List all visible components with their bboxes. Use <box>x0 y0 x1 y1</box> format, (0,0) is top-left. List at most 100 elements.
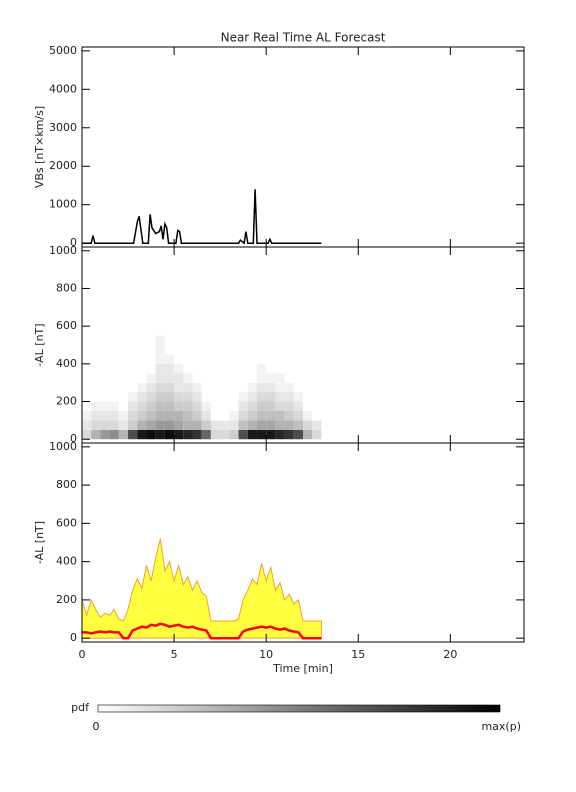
pdf-cell <box>109 382 119 393</box>
pdf-cell <box>164 429 175 440</box>
pdf-cell <box>82 429 92 440</box>
pdf-cell <box>91 354 101 364</box>
pdf-cell <box>155 410 165 421</box>
panel-frame <box>81 442 525 643</box>
pdf-cell <box>229 410 239 421</box>
pdf-cell <box>247 420 257 430</box>
pdf-cell <box>183 401 193 411</box>
pdf-cell <box>229 401 239 411</box>
pdf-cell <box>128 354 138 364</box>
pdf-cell <box>220 382 230 393</box>
pdf-cell <box>229 429 239 440</box>
pdf-cell <box>229 382 239 393</box>
y-tick-label: 2000 <box>49 159 77 172</box>
pdf-cell <box>118 335 129 345</box>
pdf-cell <box>266 335 276 345</box>
pdf-cell <box>128 420 138 430</box>
pdf-cell <box>303 401 313 411</box>
pdf-cell <box>174 363 184 374</box>
pdf-cell <box>201 401 211 411</box>
pdf-cell <box>100 382 110 393</box>
x-tick-label: 10 <box>259 648 273 661</box>
pdf-cell <box>247 410 257 421</box>
pdf-cell <box>201 354 211 364</box>
y-tick-label: 800 <box>56 281 77 294</box>
pdf-cell <box>293 345 303 355</box>
pdf-cell <box>183 382 193 393</box>
pdf-cell <box>303 354 313 364</box>
y-tick-label: 400 <box>56 555 77 568</box>
pdf-cell <box>210 382 221 393</box>
pdf-cell <box>109 335 119 345</box>
pdf-cell <box>312 354 322 364</box>
y-tick-label: 0 <box>70 236 77 249</box>
pdf-cell <box>164 335 175 345</box>
pdf-cell <box>91 429 101 440</box>
pdf-cell <box>201 429 211 440</box>
pdf-cell <box>164 420 175 430</box>
pdf-cell <box>238 401 248 411</box>
pdf-cell <box>284 420 294 430</box>
pdf-cell <box>220 345 230 355</box>
y-tick-label: 200 <box>56 593 77 606</box>
pdf-cell <box>137 401 147 411</box>
pdf-cell <box>164 354 175 364</box>
pdf-cell <box>238 354 248 364</box>
pdf-cell <box>210 363 221 374</box>
pdf-cell <box>303 345 313 355</box>
x-tick-label: 15 <box>351 648 365 661</box>
vbs-line <box>82 189 322 245</box>
pdf-cell <box>128 363 138 374</box>
pdf-cell <box>155 392 165 402</box>
pdf-cell <box>284 335 294 345</box>
pdf-cell <box>293 363 303 374</box>
pdf-cell <box>210 345 221 355</box>
pdf-cell <box>183 392 193 402</box>
pdf-cell <box>303 373 313 383</box>
pdf-cell <box>275 392 285 402</box>
colorbar-max: max(p) <box>481 720 521 733</box>
pdf-cell <box>201 335 211 345</box>
pdf-cell <box>247 429 257 440</box>
pdf-cell <box>256 410 267 421</box>
pdf-cell <box>146 401 156 411</box>
pdf-cell <box>238 345 248 355</box>
pdf-cell <box>174 410 184 421</box>
pdf-cell <box>275 335 285 345</box>
pdf-cell <box>164 363 175 374</box>
pdf-cell <box>146 373 156 383</box>
pdf-cell <box>82 335 92 345</box>
pdf-cell <box>100 373 110 383</box>
pdf-cell <box>82 410 92 421</box>
pdf-cell <box>155 401 165 411</box>
pdf-cell <box>174 345 184 355</box>
pdf-cell <box>312 382 322 393</box>
pdf-cell <box>256 335 267 345</box>
pdf-cell <box>238 335 248 345</box>
pdf-cell <box>146 392 156 402</box>
pdf-cell <box>284 345 294 355</box>
pdf-cell <box>100 401 110 411</box>
pdf-cell <box>220 420 230 430</box>
pdf-cell <box>109 410 119 421</box>
pdf-cell <box>303 363 313 374</box>
pdf-cell <box>164 345 175 355</box>
pdf-cell <box>109 354 119 364</box>
pdf-cell <box>91 373 101 383</box>
pdf-cell <box>91 382 101 393</box>
pdf-cell <box>220 373 230 383</box>
colorbar-min: 0 <box>93 720 100 733</box>
pdf-cell <box>247 345 257 355</box>
pdf-cell <box>220 429 230 440</box>
pdf-cell <box>312 429 322 440</box>
pdf-cell <box>118 420 129 430</box>
pdf-cell <box>192 401 202 411</box>
pdf-cell <box>118 401 129 411</box>
pdf-cell <box>293 420 303 430</box>
pdf-cell <box>100 363 110 374</box>
pdf-cell <box>155 363 165 374</box>
pdf-cell <box>82 363 92 374</box>
pdf-cell <box>256 401 267 411</box>
pdf-cell <box>109 363 119 374</box>
